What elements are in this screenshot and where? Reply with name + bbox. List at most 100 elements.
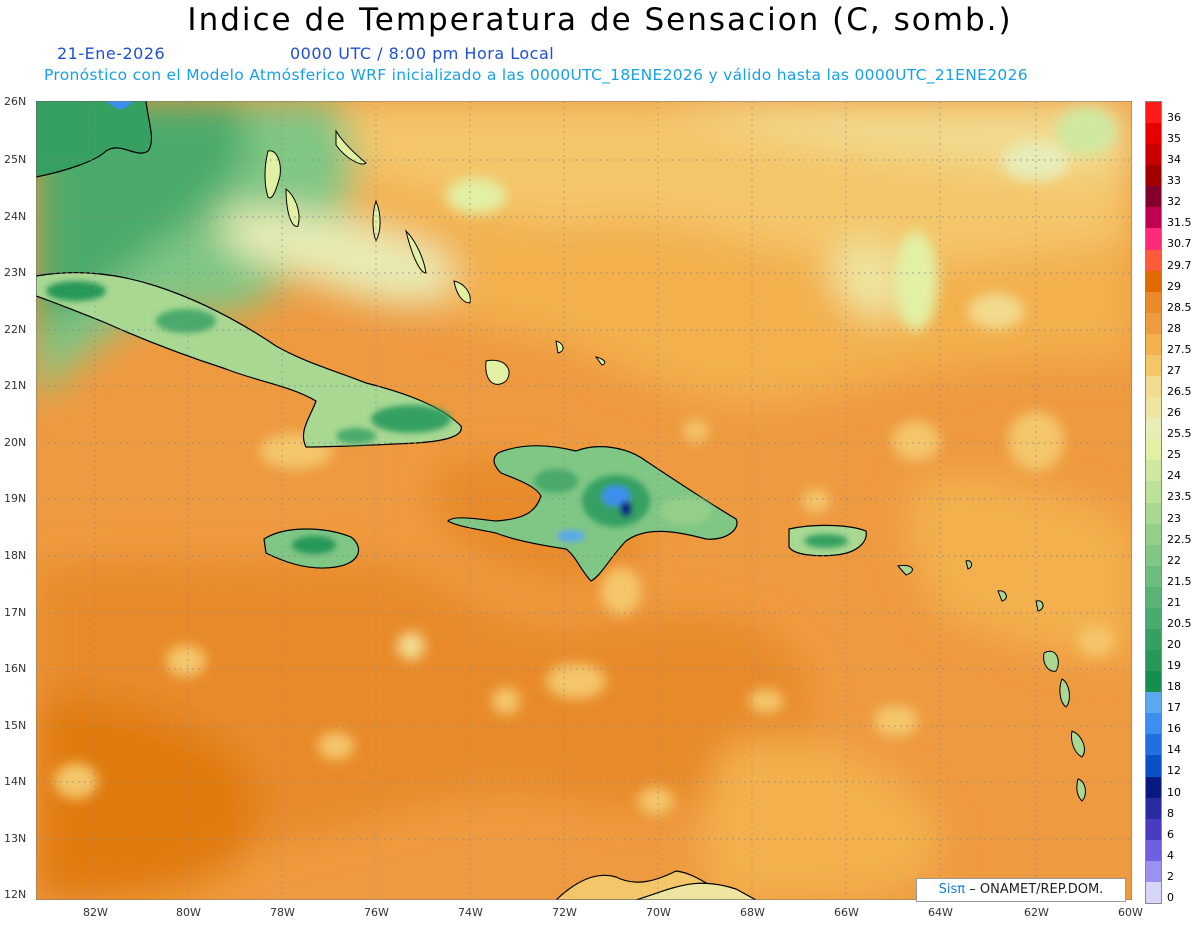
colorbar-label: 21 bbox=[1167, 595, 1181, 609]
colorbar-label: 24 bbox=[1167, 469, 1181, 483]
credit-box: Sisπ – ONAMET/REP.DOM. bbox=[916, 878, 1126, 902]
colorbar-segment bbox=[1146, 460, 1161, 482]
lat-label: 19N bbox=[4, 492, 27, 505]
colorbar-segment bbox=[1146, 839, 1161, 862]
lat-label: 14N bbox=[4, 775, 27, 788]
lat-label: 25N bbox=[4, 153, 27, 166]
colorbar-segment bbox=[1146, 481, 1161, 503]
colorbar-label: 27.5 bbox=[1167, 342, 1192, 356]
colorbar-segment bbox=[1146, 207, 1161, 229]
colorbar-label: 14 bbox=[1167, 743, 1181, 757]
colorbar-label: 25.5 bbox=[1167, 427, 1192, 441]
colorbar-segment bbox=[1146, 776, 1161, 799]
lat-label: 15N bbox=[4, 719, 27, 732]
colorbar-label: 27 bbox=[1167, 363, 1181, 377]
field-detail bbox=[54, 107, 1116, 815]
lon-label: 80W bbox=[176, 906, 201, 919]
colorbar-segment bbox=[1146, 376, 1161, 398]
lat-label: 26N bbox=[4, 95, 27, 108]
colorbar-label: 23.5 bbox=[1167, 490, 1192, 504]
lon-label: 62W bbox=[1024, 906, 1049, 919]
colorbar-segment bbox=[1146, 270, 1161, 293]
lat-label: 20N bbox=[4, 436, 27, 449]
lon-label: 82W bbox=[83, 906, 108, 919]
colorbar-label: 29.7 bbox=[1167, 258, 1192, 272]
colorbar-label: 28.5 bbox=[1167, 300, 1192, 314]
colorbar-label: 25 bbox=[1167, 448, 1181, 462]
colorbar-label: 0 bbox=[1167, 890, 1174, 904]
land-puerto-rico bbox=[788, 524, 867, 557]
colorbar-segment bbox=[1146, 333, 1161, 356]
lon-label: 78W bbox=[270, 906, 295, 919]
land-bahamas bbox=[264, 129, 606, 385]
colorbar-label: 2 bbox=[1167, 869, 1174, 883]
colorbar-segment bbox=[1146, 165, 1161, 187]
colorbar-segment bbox=[1146, 291, 1161, 314]
colorbar-label: 33 bbox=[1167, 174, 1181, 188]
colorbar-label: 35 bbox=[1167, 132, 1181, 146]
sispi-logo: Sisπ bbox=[938, 882, 966, 897]
colorbar-segment bbox=[1146, 650, 1161, 672]
colorbar bbox=[1145, 101, 1162, 904]
colorbar-segment bbox=[1146, 439, 1161, 461]
heat-index-map bbox=[36, 101, 1132, 900]
colorbar-label: 18 bbox=[1167, 680, 1181, 694]
colorbar-segment bbox=[1146, 881, 1161, 904]
colorbar-segment bbox=[1146, 797, 1161, 820]
colorbar-label: 21.5 bbox=[1167, 574, 1192, 588]
colorbar-segment bbox=[1146, 734, 1161, 756]
colorbar-label: 32 bbox=[1167, 195, 1181, 209]
lat-label: 13N bbox=[4, 832, 27, 845]
colorbar-label: 17 bbox=[1167, 701, 1181, 715]
land-hispaniola bbox=[447, 445, 738, 582]
colorbar-segment bbox=[1146, 186, 1161, 208]
lon-label: 72W bbox=[552, 906, 577, 919]
lon-label: 68W bbox=[740, 906, 765, 919]
colorbar-label: 20 bbox=[1167, 637, 1181, 651]
colorbar-segment bbox=[1146, 523, 1161, 546]
colorbar-label: 36 bbox=[1167, 111, 1181, 124]
colorbar-segment bbox=[1146, 818, 1161, 841]
colorbar-label: 34 bbox=[1167, 153, 1181, 167]
colorbar-label: 23 bbox=[1167, 511, 1181, 525]
colorbar-segment bbox=[1146, 628, 1161, 651]
colorbar-label: 8 bbox=[1167, 806, 1174, 820]
colorbar-segment bbox=[1146, 860, 1161, 883]
lat-label: 21N bbox=[4, 379, 27, 392]
colorbar-label: 29 bbox=[1167, 279, 1181, 293]
colorbar-label: 10 bbox=[1167, 785, 1181, 799]
colorbar-segment bbox=[1146, 607, 1161, 630]
colorbar-segment bbox=[1146, 671, 1161, 693]
lat-label: 22N bbox=[4, 323, 27, 336]
map-title: Indice de Temperatura de Sensacion (C, s… bbox=[187, 2, 1013, 38]
colorbar-segment bbox=[1146, 502, 1161, 525]
colorbar-segment bbox=[1146, 123, 1161, 145]
colorbar-segment bbox=[1146, 565, 1161, 588]
colorbar-segment bbox=[1146, 249, 1161, 272]
colorbar-label: 26 bbox=[1167, 406, 1181, 420]
colorbar-label: 20.5 bbox=[1167, 616, 1192, 630]
colorbar-segment bbox=[1146, 586, 1161, 609]
graticule bbox=[36, 101, 1132, 900]
colorbar-segment bbox=[1146, 755, 1161, 778]
colorbar-label: 16 bbox=[1167, 722, 1181, 736]
colorbar-segment bbox=[1146, 544, 1161, 567]
lon-label: 64W bbox=[928, 906, 953, 919]
colorbar-label: 12 bbox=[1167, 764, 1181, 778]
colorbar-segment bbox=[1146, 312, 1161, 335]
colorbar-label: 31.5 bbox=[1167, 216, 1192, 230]
lat-label: 18N bbox=[4, 549, 27, 562]
colorbar-label: 22.5 bbox=[1167, 532, 1192, 546]
lon-label: 76W bbox=[364, 906, 389, 919]
colorbar-segment bbox=[1146, 692, 1161, 714]
colorbar-label: 26.5 bbox=[1167, 385, 1192, 399]
credit-org: – ONAMET/REP.DOM. bbox=[969, 882, 1104, 897]
colorbar-label: 4 bbox=[1167, 848, 1174, 862]
colorbar-segment bbox=[1146, 418, 1161, 440]
land-florida bbox=[36, 101, 153, 178]
valid-time: 0000 UTC / 8:00 pm Hora Local bbox=[290, 44, 555, 63]
colorbar-segment bbox=[1146, 397, 1161, 419]
colorbar-segment bbox=[1146, 713, 1161, 735]
forecast-note: Pronóstico con el Modelo Atmósferico WRF… bbox=[44, 66, 1028, 84]
colorbar-segment bbox=[1146, 228, 1161, 251]
